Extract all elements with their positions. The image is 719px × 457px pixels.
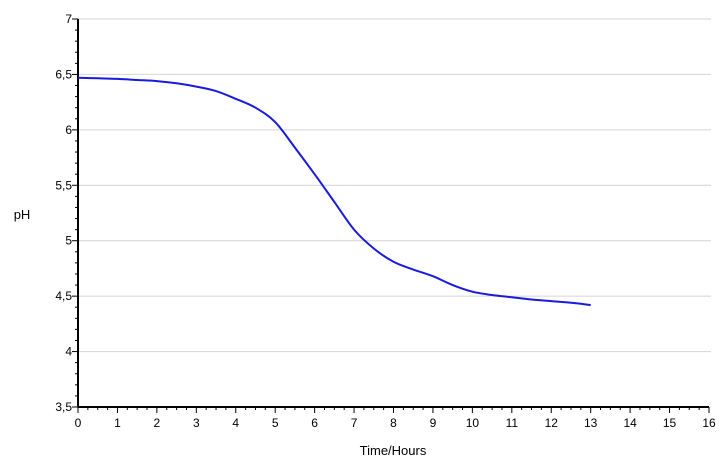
x-axis-title: Time/Hours: [360, 443, 427, 457]
x-tick-label: 1: [114, 416, 121, 430]
x-tick-label: 12: [545, 416, 559, 430]
x-tick-label: 10: [466, 416, 480, 430]
x-tick-label: 14: [623, 416, 637, 430]
ph-series-line: [77, 76, 591, 307]
y-tick-label: 7: [65, 12, 72, 26]
y-tick-label: 4,5: [55, 289, 72, 303]
x-tick-label: 11: [506, 416, 519, 430]
tick-marks: [72, 18, 710, 413]
x-tick-label: 16: [702, 416, 716, 430]
x-tick-label: 15: [663, 416, 677, 430]
axes: [77, 19, 709, 408]
x-tick-label: 3: [193, 416, 200, 430]
y-tick-label: 6: [65, 123, 72, 137]
y-tick-label: 5,5: [55, 178, 72, 192]
x-tick-label: 6: [311, 416, 318, 430]
y-tick-label: 6,5: [55, 67, 72, 81]
x-tick-label: 7: [351, 416, 358, 430]
y-tick-label: 4: [65, 345, 72, 359]
x-tick-label: 5: [272, 416, 279, 430]
y-axis-title: pH: [14, 207, 31, 222]
x-tick-label: 4: [232, 416, 239, 430]
x-tick-label: 8: [390, 416, 397, 430]
y-tick-label: 3,5: [55, 400, 72, 414]
gridlines: [78, 18, 711, 353]
tick-labels: 3,544,555,566,570 1 2 3 4 5 6 7 8 9 10 11 12 13 14 15 16: [55, 12, 716, 430]
x-tick-label: 0: [75, 416, 82, 430]
x-tick-label: 13: [584, 416, 598, 430]
series-group: [77, 76, 591, 307]
y-tick-label: 5: [65, 234, 72, 248]
x-tick-label: 2: [154, 416, 161, 430]
x-tick-label: 9: [430, 416, 437, 430]
